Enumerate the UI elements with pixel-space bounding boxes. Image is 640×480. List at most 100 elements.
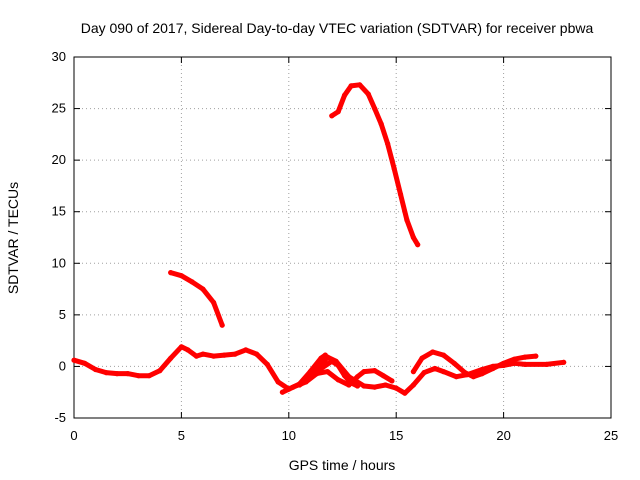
data-point [348, 83, 354, 89]
y-tick-label: 25 [52, 101, 66, 116]
data-point [393, 385, 399, 391]
data-point [533, 353, 539, 359]
data-point [335, 377, 341, 383]
data-point [561, 359, 567, 365]
x-tick-label: 10 [282, 428, 296, 443]
data-point [243, 347, 249, 353]
data-point [135, 373, 141, 379]
series-line-track-a [71, 344, 328, 392]
x-tick-label: 20 [496, 428, 510, 443]
data-point [365, 91, 371, 97]
data-point [318, 355, 324, 361]
data-point [410, 234, 416, 241]
data-point [410, 369, 416, 375]
y-tick-label: 15 [52, 204, 66, 219]
data-point [490, 365, 496, 372]
data-point [193, 353, 199, 359]
data-point [389, 378, 395, 384]
data-point [296, 382, 303, 388]
data-point [430, 349, 436, 355]
data-point [114, 371, 120, 377]
data-point [451, 360, 457, 366]
data-point [254, 351, 260, 357]
data-point [189, 279, 195, 285]
data-point [372, 368, 378, 374]
data-point [335, 362, 341, 368]
data-point [470, 374, 477, 380]
data-point [342, 373, 348, 379]
data-point [440, 369, 447, 375]
x-axis-label: GPS time / hours [289, 457, 396, 473]
data-point [307, 375, 313, 381]
data-point [211, 299, 217, 306]
data-point [335, 109, 341, 115]
data-point [544, 361, 550, 367]
data-point [168, 355, 174, 361]
data-point [378, 121, 384, 127]
data-point [157, 368, 163, 374]
y-tick-label: 5 [59, 307, 66, 322]
data-point [232, 351, 238, 357]
data-point [410, 382, 416, 388]
y-tick-label: 0 [59, 358, 66, 373]
data-point [432, 365, 438, 372]
axis-ticks: 0 5 10 15 20 25 -5 0 5 10 15 20 25 30 [52, 49, 619, 443]
data-point [200, 286, 206, 292]
data-point [421, 370, 427, 376]
series-layer [71, 82, 567, 396]
data-point [361, 369, 367, 375]
data-point [404, 217, 410, 223]
data-point [522, 354, 528, 360]
data-point [221, 352, 227, 358]
y-tick-label: 10 [52, 255, 66, 270]
data-point [479, 371, 485, 377]
data-point [178, 273, 184, 279]
data-point [397, 191, 404, 197]
data-point [82, 360, 88, 366]
x-tick-label: 15 [389, 428, 403, 443]
data-point [200, 351, 206, 357]
data-point [348, 380, 354, 386]
data-point [440, 352, 447, 358]
data-point [354, 383, 361, 389]
series-line-track-f [168, 270, 225, 328]
data-point [146, 373, 152, 379]
data-point [391, 165, 397, 171]
data-point [125, 371, 131, 377]
data-point [402, 390, 408, 396]
data-point [290, 384, 296, 390]
data-point [372, 106, 378, 112]
data-point [318, 365, 324, 372]
y-tick-label: 20 [52, 152, 66, 167]
x-tick-label: 5 [178, 428, 185, 443]
data-point [329, 358, 335, 364]
data-point [419, 355, 425, 361]
data-point [511, 356, 517, 362]
data-point [372, 384, 378, 390]
data-point [357, 82, 363, 88]
data-point [522, 361, 528, 367]
data-point [324, 369, 331, 375]
data-point [279, 389, 285, 395]
data-point [380, 373, 386, 379]
data-point [361, 383, 367, 389]
data-point [211, 353, 217, 359]
data-point [103, 370, 109, 376]
data-point [342, 92, 348, 98]
data-point [264, 361, 270, 367]
data-point [71, 357, 77, 363]
data-point [275, 379, 281, 385]
data-point [501, 360, 507, 366]
chart-title: Day 090 of 2017, Sidereal Day-to-day VTE… [81, 20, 594, 36]
y-axis-label: SDTVAR / TECUs [5, 182, 21, 294]
x-tick-label: 25 [604, 428, 618, 443]
y-tick-label: 30 [52, 49, 66, 64]
data-point [453, 374, 459, 380]
y-tick-label: -5 [54, 410, 66, 425]
data-point [168, 270, 174, 276]
data-point [382, 382, 389, 388]
data-point [185, 347, 191, 353]
data-point [92, 366, 99, 373]
plot-frame [73, 56, 612, 419]
